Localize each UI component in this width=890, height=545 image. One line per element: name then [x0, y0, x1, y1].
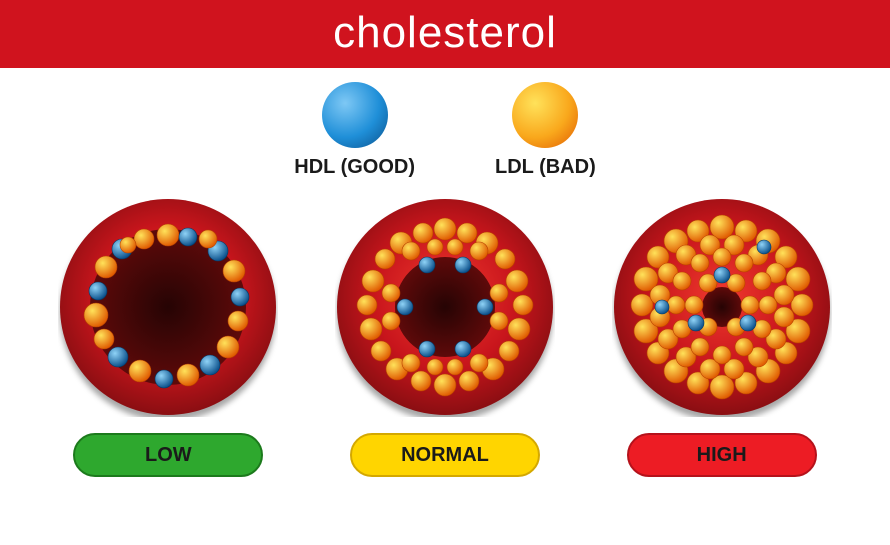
pill-low: LOW	[73, 433, 263, 477]
pill-high: HIGH	[627, 433, 817, 477]
ldl-sphere-icon	[512, 82, 578, 148]
vessel-normal: NORMAL	[335, 197, 555, 477]
vessel-normal-diagram	[335, 197, 555, 417]
legend-item-ldl: LDL (BAD)	[495, 82, 596, 179]
vessel-high-diagram	[612, 197, 832, 417]
hdl-sphere-icon	[322, 82, 388, 148]
page-title: cholesterol	[0, 8, 890, 58]
pill-low-label: LOW	[145, 444, 192, 467]
vessel-high: HIGH	[612, 197, 832, 477]
vessels-row: LOW NORMAL HIGH	[0, 197, 890, 477]
header-bar: cholesterol	[0, 0, 890, 68]
vessel-low-diagram	[58, 197, 278, 417]
pill-normal: NORMAL	[350, 433, 540, 477]
legend-label-ldl: LDL (BAD)	[495, 156, 596, 179]
pill-high-label: HIGH	[697, 444, 747, 467]
legend-item-hdl: HDL (GOOD)	[294, 82, 415, 179]
vessel-low: LOW	[58, 197, 278, 477]
legend-label-hdl: HDL (GOOD)	[294, 156, 415, 179]
pill-normal-label: NORMAL	[401, 444, 489, 467]
legend: HDL (GOOD) LDL (BAD)	[0, 82, 890, 179]
